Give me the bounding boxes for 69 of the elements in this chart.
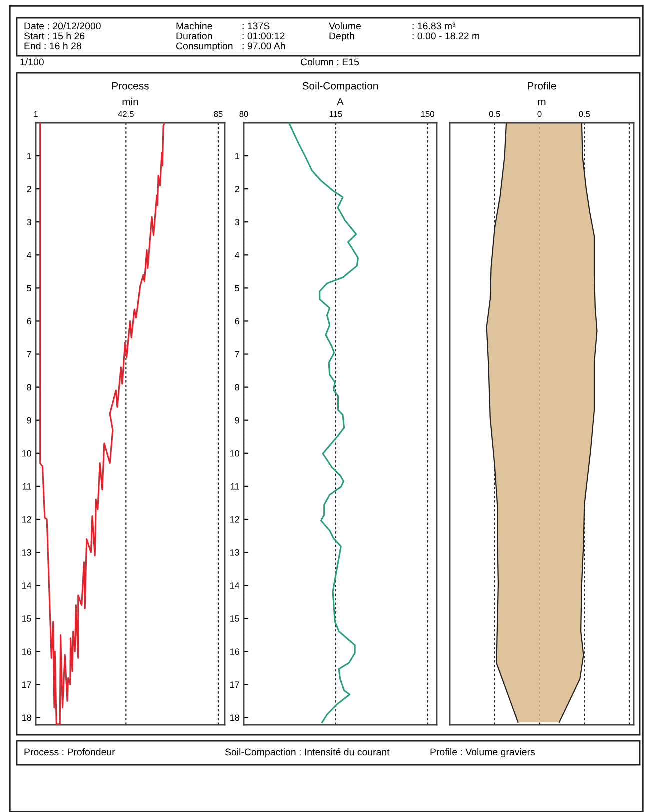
text: : 16.83 m³ — [412, 22, 456, 30]
y-tick-label: 7 — [235, 351, 240, 358]
y-tick-label: 8 — [235, 384, 240, 391]
text: Soil-Compaction : Intensité du courant — [225, 748, 390, 758]
text: Start : 15 h 26 — [24, 32, 85, 40]
y-tick-label: 15 — [230, 616, 240, 622]
x-axis-title: A — [337, 98, 344, 106]
y-tick-label: 2 — [235, 186, 240, 192]
y-tick-label: 13 — [230, 549, 240, 556]
y-tick-label: 12 — [230, 516, 240, 523]
x-tick-label: 0.5 — [489, 111, 500, 118]
y-tick-label: 17 — [230, 682, 240, 688]
y-tick-label: 13 — [22, 549, 32, 556]
y-tick-label: 16 — [22, 648, 32, 656]
text: End : 16 h 28 — [24, 42, 82, 50]
y-tick-label: 5 — [235, 285, 240, 292]
y-tick-label: 12 — [22, 516, 32, 523]
x-axis-title: min — [122, 98, 138, 106]
y-tick-label: 2 — [27, 186, 32, 192]
text: 1/100 — [20, 58, 44, 66]
text: : 137S — [242, 22, 270, 30]
chart-title: Soil-Compaction — [302, 82, 378, 92]
text: Profile : Volume graviers — [430, 748, 536, 758]
text: : 97.00 Ah — [242, 42, 286, 50]
x-tick-label: 0.5 — [579, 111, 590, 118]
y-tick-label: 6 — [235, 318, 240, 325]
text: Machine — [176, 22, 212, 30]
text: Column : E15 — [301, 58, 360, 66]
x-tick-label: 42.5 — [118, 111, 134, 118]
text: Consumption — [176, 42, 233, 52]
y-tick-label: 7 — [27, 351, 32, 358]
y-tick-label: 3 — [27, 219, 32, 226]
text: Date : 20/12/2000 — [24, 22, 101, 30]
y-tick-label: 4 — [27, 252, 32, 258]
text: Volume — [329, 22, 361, 30]
y-tick-label: 18 — [22, 714, 32, 722]
y-tick-label: 18 — [230, 714, 240, 722]
y-tick-label: 9 — [235, 417, 240, 424]
x-axis-title: m — [538, 100, 546, 106]
x-tick-label: 85 — [214, 111, 223, 118]
y-tick-label: 6 — [27, 318, 32, 325]
y-tick-label: 10 — [22, 450, 32, 457]
y-tick-label: 11 — [231, 484, 240, 490]
x-tick-label: 115 — [330, 111, 342, 118]
y-tick-label: 17 — [22, 682, 32, 688]
x-tick-label: 0 — [538, 111, 542, 118]
chart-title: Profile — [528, 82, 556, 90]
text: Duration — [176, 32, 212, 40]
chart-title: Process — [112, 82, 149, 90]
y-tick-label: 5 — [27, 285, 32, 292]
y-tick-label: 1 — [236, 153, 240, 160]
text: : 01:00:12 — [242, 32, 285, 40]
y-tick-label: 14 — [22, 582, 32, 589]
y-tick-label: 4 — [235, 252, 240, 258]
y-tick-label: 8 — [27, 384, 32, 391]
y-tick-label: 10 — [230, 450, 240, 457]
y-tick-label: 15 — [22, 616, 32, 622]
text: Process : Profondeur — [24, 748, 116, 756]
x-tick-label: 1 — [34, 111, 38, 118]
text: Depth — [330, 32, 354, 42]
y-tick-label: 14 — [230, 582, 240, 589]
text: : 0.00 - 18.22 m — [412, 32, 480, 40]
y-tick-label: 3 — [235, 219, 240, 226]
x-tick-label: 80 — [240, 111, 248, 118]
y-tick-label: 9 — [27, 417, 32, 424]
x-tick-label: 150 — [421, 111, 434, 118]
y-tick-label: 1 — [28, 153, 32, 160]
y-tick-label: 11 — [23, 484, 32, 490]
y-tick-label: 16 — [230, 648, 240, 656]
